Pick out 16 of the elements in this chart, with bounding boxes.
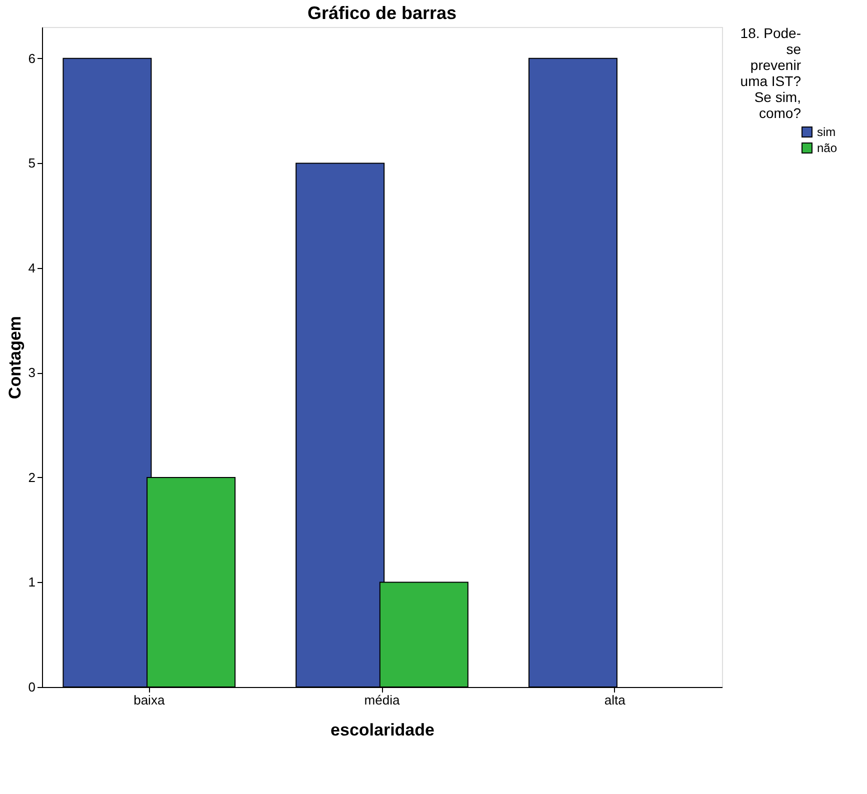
chart-title: Gráfico de barras <box>307 3 457 23</box>
x-tick-label: média <box>364 692 400 708</box>
x-axis-title: escolaridade <box>330 720 434 740</box>
y-tick-label: 6 <box>28 50 36 66</box>
y-tick-label: 5 <box>28 156 36 171</box>
y-tick-label: 4 <box>28 260 36 276</box>
legend-title: 18. Pode-se prevenir uma IST? Se sim, como? <box>740 25 802 121</box>
y-tick-label: 3 <box>28 365 36 380</box>
legend-label: não <box>817 141 838 155</box>
y-tick-label: 1 <box>28 574 36 590</box>
y-axis-title: Contagem <box>5 316 24 400</box>
legend-label: sim <box>817 125 836 139</box>
y-tick-label: 0 <box>28 680 36 694</box>
y-tick-label: 2 <box>28 470 36 485</box>
x-tick-label: alta <box>604 692 626 708</box>
x-tick-label: baixa <box>134 692 166 708</box>
